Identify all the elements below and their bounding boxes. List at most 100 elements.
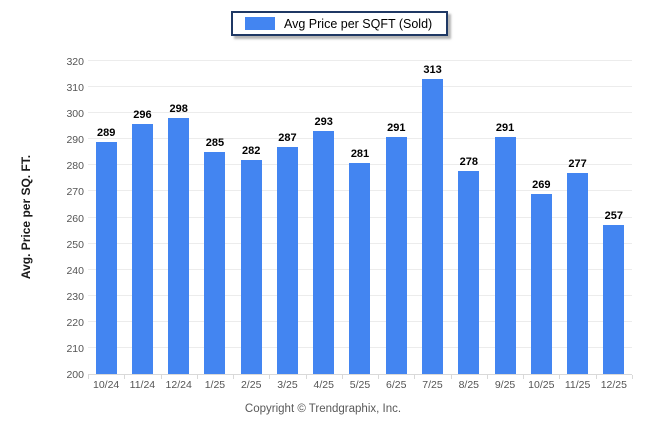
bar-value-label: 281 [350, 147, 370, 160]
x-axis-tick [233, 375, 235, 379]
y-axis-title: Avg. Price per SQ. FT. [19, 154, 33, 280]
bar [313, 131, 335, 374]
x-axis-tick [523, 375, 525, 379]
bar-value-label: 269 [532, 179, 551, 192]
x-tick-label: 3/25 [277, 379, 298, 391]
y-tick-label: 250 [66, 238, 84, 251]
bar [603, 225, 625, 374]
x-tick-label: 11/25 [564, 379, 591, 391]
bar-value-label: 287 [278, 132, 297, 145]
y-tick-label: 320 [66, 56, 84, 68]
y-tick-label: 240 [66, 264, 84, 277]
gridline [88, 60, 632, 61]
bar-column: 296 [124, 62, 160, 374]
x-axis-tick [160, 375, 162, 379]
x-tick-label: 8/25 [458, 379, 479, 391]
x-tick-label: 10/24 [92, 379, 120, 391]
bar-value-label: 257 [604, 210, 624, 223]
bar [349, 162, 371, 374]
x-tick-label: 6/25 [386, 379, 407, 391]
legend: Avg Price per SQFT (Sold) [231, 11, 449, 36]
bar-column: 287 [269, 62, 305, 374]
y-tick-label: 260 [66, 212, 84, 225]
bars-container: 289 296 298 285 282 287 293 281 291 313 278 291 269 2… [88, 62, 632, 374]
bar-value-label: 289 [96, 126, 116, 139]
bar-column: 285 [197, 62, 233, 374]
bar [385, 136, 407, 374]
bar-column: 278 [451, 62, 487, 374]
x-tick-label: 4/25 [313, 379, 334, 391]
bar-value-label: 298 [169, 103, 188, 116]
y-tick-label: 280 [66, 160, 84, 173]
x-tick-label: 12/25 [600, 379, 627, 391]
x-axis-tick [559, 375, 561, 379]
x-axis-tick [414, 375, 416, 379]
y-tick-label: 220 [66, 316, 84, 329]
bar-column: 281 [342, 62, 378, 374]
bar-value-label: 291 [387, 121, 406, 134]
bar [276, 147, 298, 374]
bar [95, 141, 117, 374]
x-tick-label: 11/24 [129, 379, 156, 391]
bar-value-label: 282 [242, 145, 261, 158]
bar [131, 123, 153, 374]
x-tick-label: 1/25 [204, 379, 226, 391]
legend-swatch [245, 17, 275, 30]
bar-column: 298 [161, 62, 197, 374]
y-tick-label: 300 [66, 108, 84, 121]
bar-value-label: 285 [205, 137, 225, 150]
y-tick-label: 270 [66, 186, 84, 199]
x-tick-label: 10/25 [528, 379, 555, 391]
bar [204, 152, 226, 374]
bar [422, 79, 444, 374]
bar-column: 293 [306, 62, 342, 374]
x-axis-labels: 10/24 11/24 12/24 1/25 2/25 3/25 4/25 5/25 6/25 7… [88, 379, 632, 391]
gridline [88, 138, 632, 140]
gridline [88, 112, 632, 114]
bar-column: 313 [414, 62, 450, 374]
x-axis-tick [632, 375, 633, 379]
bar-column: 277 [559, 62, 595, 374]
bar-value-label: 313 [423, 64, 442, 77]
bar-column: 289 [88, 62, 124, 374]
bar-value-label: 291 [495, 121, 515, 134]
bar-column: 269 [523, 62, 559, 374]
bar-column: 291 [378, 62, 414, 374]
bar [494, 136, 516, 374]
bar-value-label: 277 [568, 158, 587, 171]
bar-value-label: 278 [459, 155, 478, 168]
x-axis-tick [341, 375, 343, 379]
x-axis-tick [124, 375, 126, 379]
x-tick-label: 7/25 [422, 379, 443, 391]
bar-column: 257 [596, 62, 632, 374]
x-axis-tick [486, 375, 488, 379]
bar [168, 118, 190, 374]
y-tick-label: 290 [66, 134, 84, 147]
bar-column: 282 [233, 62, 269, 374]
y-tick-label: 230 [66, 290, 84, 303]
x-axis-tick [269, 375, 271, 379]
y-tick-label: 210 [66, 342, 84, 355]
copyright-text: Copyright © Trendgraphix, Inc. [244, 403, 402, 415]
gridline [88, 86, 632, 88]
bar-column: 291 [487, 62, 523, 374]
x-tick-label: 2/25 [240, 379, 262, 391]
x-axis-tick [595, 375, 597, 379]
x-axis-tick [450, 375, 452, 379]
plot-area: 289 296 298 285 282 287 293 281 291 313 278 291 269 2… [88, 60, 633, 379]
bar [458, 170, 480, 374]
x-axis-tick [305, 375, 307, 379]
bar-value-label: 296 [133, 108, 152, 121]
bar-value-label: 293 [314, 116, 333, 129]
bar [530, 194, 552, 374]
bar [567, 173, 589, 374]
x-tick-label: 5/25 [349, 379, 371, 391]
y-tick-label: 200 [66, 369, 84, 381]
bar [240, 160, 262, 374]
x-axis-tick [88, 375, 89, 379]
legend-label: Avg Price per SQFT (Sold) [284, 16, 433, 31]
y-tick-label: 310 [66, 82, 84, 95]
x-tick-label: 9/25 [494, 379, 516, 391]
x-tick-label: 12/24 [165, 379, 192, 391]
